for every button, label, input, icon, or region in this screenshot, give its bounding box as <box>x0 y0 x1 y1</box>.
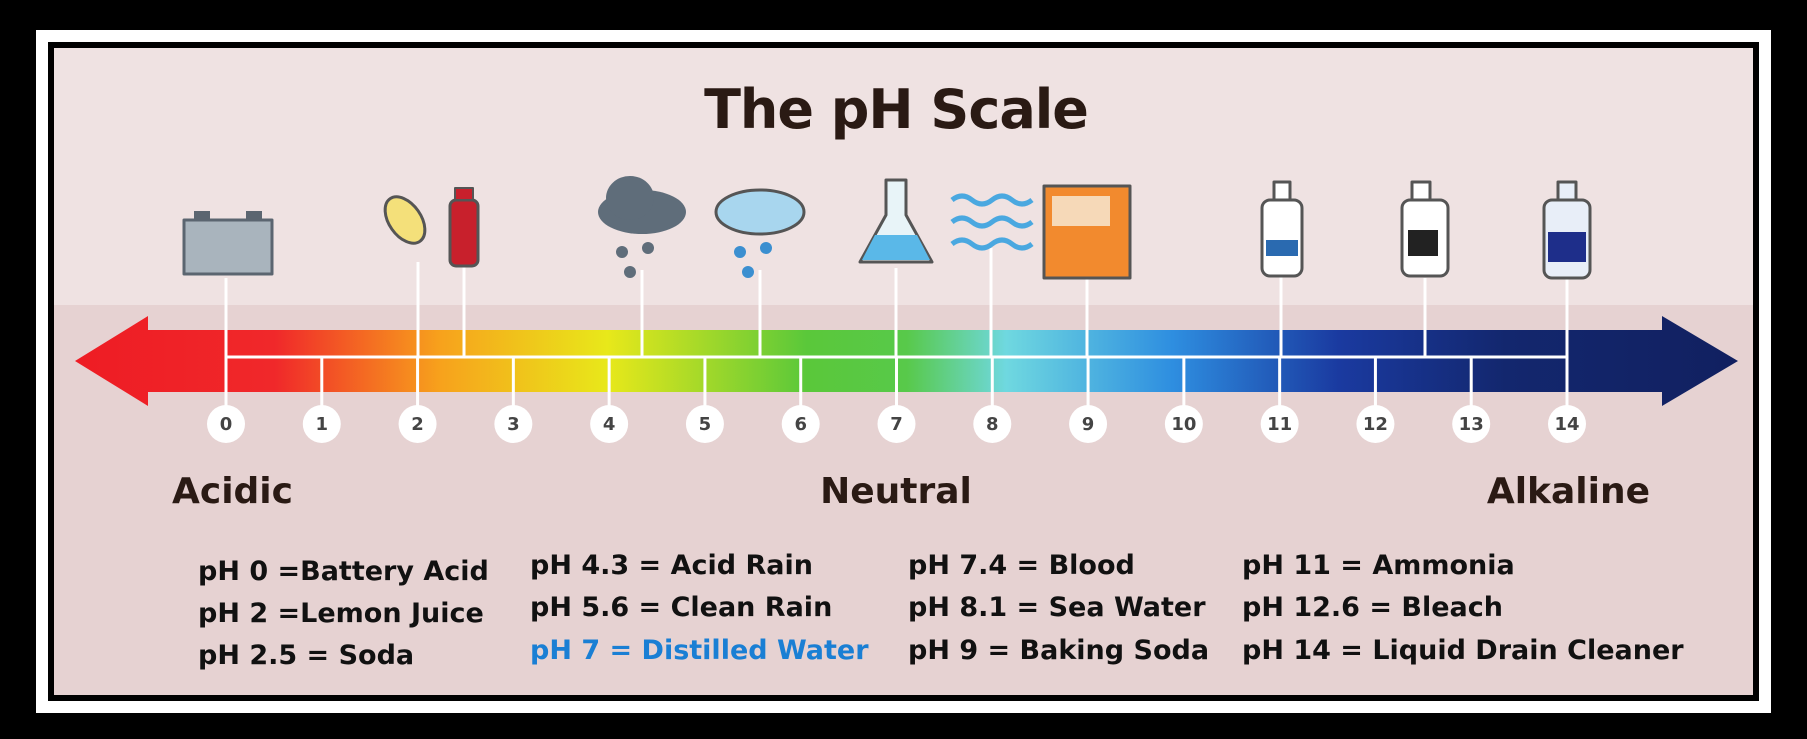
tick-label: 6 <box>794 414 807 435</box>
example: pH 7.4 = Blood <box>908 550 1135 581</box>
page: The pH Scale <box>0 0 1807 739</box>
example: pH 7 = Distilled Water <box>530 635 869 666</box>
tick-label: 5 <box>699 414 712 435</box>
infographic: The pH Scale <box>0 0 1807 739</box>
tick-label: 9 <box>1082 414 1095 435</box>
tick-label: 4 <box>603 414 616 435</box>
example: pH 12.6 = Bleach <box>1242 592 1503 623</box>
example: pH 8.1 = Sea Water <box>908 592 1206 623</box>
tick-label: 11 <box>1267 414 1292 435</box>
example: pH 14 = Liquid Drain Cleaner <box>1242 635 1684 666</box>
region-label: Acidic <box>172 471 293 512</box>
tick-label: 10 <box>1171 414 1196 435</box>
tick-label: 3 <box>507 414 520 435</box>
tick-label: 8 <box>986 414 999 435</box>
example: pH 5.6 = Clean Rain <box>530 592 832 623</box>
region-label: Alkaline <box>1487 471 1650 512</box>
tick-label: 7 <box>890 414 903 435</box>
example: pH 11 = Ammonia <box>1242 550 1515 581</box>
region-label: Neutral <box>820 471 972 512</box>
example: pH 0 =Battery Acid <box>198 556 489 587</box>
tick-label: 0 <box>220 414 233 435</box>
tick-label: 13 <box>1459 414 1484 435</box>
tick-label: 1 <box>316 414 329 435</box>
tick-label: 14 <box>1554 414 1579 435</box>
example: pH 9 = Baking Soda <box>908 635 1209 666</box>
tick-label: 2 <box>411 414 424 435</box>
example: pH 2.5 = Soda <box>198 640 414 671</box>
example: pH 4.3 = Acid Rain <box>530 550 813 581</box>
tick-label: 12 <box>1363 414 1388 435</box>
title: The pH Scale <box>704 78 1088 141</box>
example: pH 2 =Lemon Juice <box>198 598 484 629</box>
